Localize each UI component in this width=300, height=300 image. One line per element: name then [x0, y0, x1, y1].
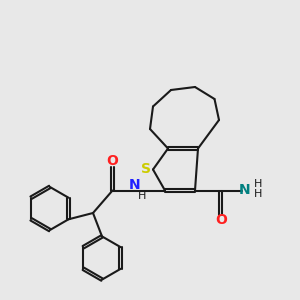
Text: N: N [239, 183, 250, 197]
Text: H: H [254, 179, 262, 189]
Text: O: O [215, 213, 227, 227]
Text: H: H [254, 189, 262, 199]
Text: O: O [106, 154, 118, 168]
Text: H: H [138, 191, 146, 201]
Text: N: N [128, 178, 140, 192]
Text: S: S [141, 162, 152, 176]
